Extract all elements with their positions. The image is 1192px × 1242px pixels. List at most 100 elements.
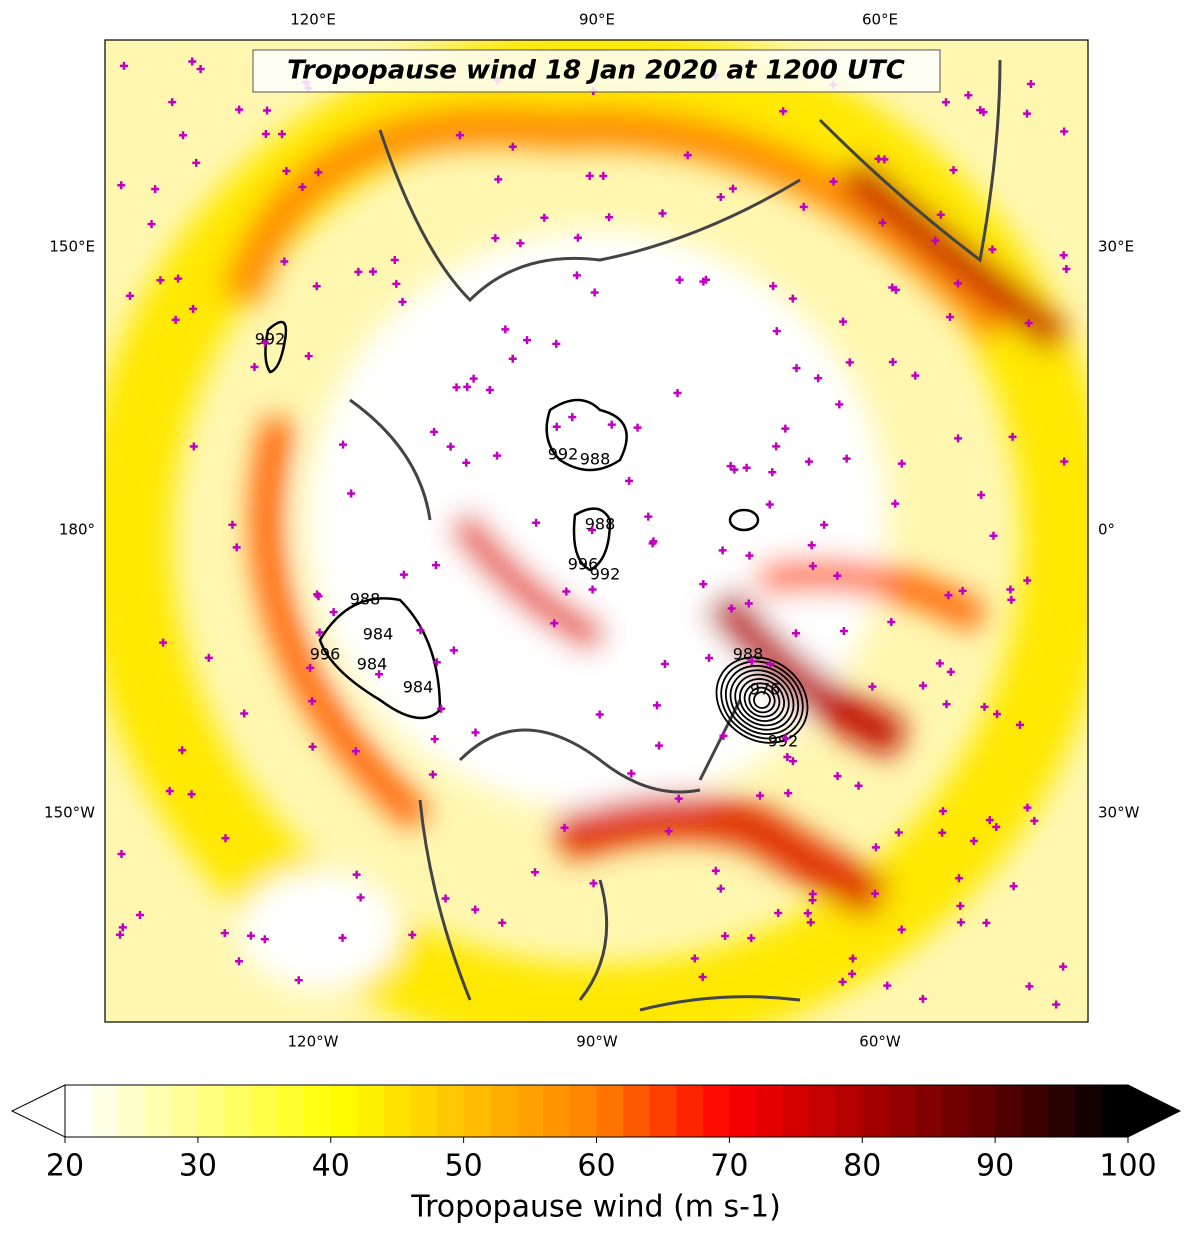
station-marker: [1023, 803, 1032, 812]
station-marker: [530, 868, 539, 877]
station-marker: [716, 884, 725, 893]
station-marker: [390, 256, 399, 265]
station-marker: [523, 336, 532, 345]
meridian-label: 120°W: [288, 1033, 339, 1051]
colorbar-segment: [623, 1085, 651, 1137]
station-marker: [398, 297, 407, 306]
station-marker: [562, 587, 571, 596]
colorbar-segment: [649, 1085, 677, 1137]
colorbar-segment: [676, 1085, 704, 1137]
station-marker: [416, 626, 425, 635]
contour-label: 988: [580, 450, 611, 469]
contour-label: 976: [750, 680, 781, 699]
station-marker: [781, 424, 790, 433]
station-marker: [463, 382, 472, 391]
station-marker: [315, 628, 324, 637]
station-marker: [1007, 595, 1016, 604]
station-marker: [314, 168, 323, 177]
station-marker: [430, 735, 439, 744]
station-marker: [888, 358, 897, 367]
meridian-label: 0°: [1098, 521, 1115, 539]
station-marker: [354, 267, 363, 276]
colorbar-segment: [835, 1085, 863, 1137]
station-marker: [590, 288, 599, 297]
station-marker: [985, 816, 994, 825]
station-marker: [428, 770, 437, 779]
colorbar-segment: [702, 1085, 730, 1137]
colorbar-tick-label: 50: [445, 1149, 483, 1184]
station-marker: [204, 653, 213, 662]
title-box: [252, 49, 941, 93]
station-marker: [938, 828, 947, 837]
station-marker: [368, 267, 377, 276]
station-marker: [117, 181, 126, 190]
station-marker: [870, 889, 879, 898]
station-marker: [949, 166, 958, 175]
colorbar-segment: [224, 1085, 252, 1137]
station-marker: [705, 654, 714, 663]
station-marker: [664, 827, 673, 836]
station-marker: [931, 236, 940, 245]
station-marker: [508, 354, 517, 363]
station-marker: [814, 374, 823, 383]
station-marker: [392, 279, 401, 288]
station-marker: [779, 107, 788, 116]
station-marker: [298, 182, 307, 191]
colorbar-label: Tropopause wind (m s-1): [410, 1190, 781, 1225]
colorbar-segment: [277, 1085, 305, 1137]
station-marker: [471, 905, 480, 914]
contour-label: 992: [255, 330, 286, 349]
colorbar-extend-min: [10, 1084, 66, 1138]
contour: [748, 686, 776, 714]
contour-label: 984: [403, 678, 434, 697]
station-marker: [742, 463, 751, 472]
station-marker: [306, 663, 315, 672]
station-marker: [820, 520, 829, 529]
station-marker: [784, 789, 793, 798]
station-marker: [701, 275, 710, 284]
contour-label: 984: [357, 655, 388, 674]
station-marker: [147, 220, 156, 229]
station-marker: [728, 184, 737, 193]
station-marker: [329, 608, 338, 617]
station-marker: [1059, 251, 1068, 260]
station-marker: [674, 794, 683, 803]
station-marker: [1006, 585, 1015, 594]
station-marker: [469, 374, 478, 383]
station-marker: [560, 823, 569, 832]
station-marker: [595, 710, 604, 719]
station-marker: [1052, 1000, 1061, 1009]
contour-label: 988: [350, 590, 381, 609]
station-marker: [808, 896, 817, 905]
colorbar-segment: [1048, 1085, 1076, 1137]
station-marker: [116, 930, 125, 939]
station-marker: [765, 500, 774, 509]
meridian-label: 60°E: [862, 11, 898, 29]
station-marker: [964, 91, 973, 100]
station-marker: [585, 171, 594, 180]
station-marker: [356, 893, 365, 902]
station-marker: [835, 400, 844, 409]
contour: [739, 678, 785, 722]
station-marker: [768, 468, 777, 477]
station-marker: [868, 682, 877, 691]
station-marker: [540, 213, 549, 222]
station-marker: [260, 338, 269, 347]
station-marker: [437, 704, 446, 713]
station-marker: [1023, 109, 1032, 118]
colorbar: 20 30 40 50 60 70 80 90 100: [10, 1084, 1182, 1184]
station-marker: [938, 807, 947, 816]
station-marker: [187, 790, 196, 799]
station-marker: [954, 434, 963, 443]
colorbar-segment: [1101, 1085, 1129, 1137]
station-marker: [462, 458, 471, 467]
colorbar-segment: [118, 1085, 146, 1137]
colorbar-segment: [862, 1085, 890, 1137]
station-marker: [774, 908, 783, 917]
colorbar-tick-label: 60: [577, 1149, 615, 1184]
station-marker: [977, 490, 986, 499]
station-marker: [159, 638, 168, 647]
station-marker: [263, 106, 272, 115]
station-marker: [772, 442, 781, 451]
station-marker: [188, 57, 197, 66]
